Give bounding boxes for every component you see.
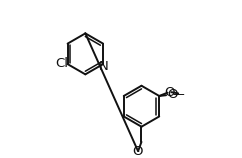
Text: N: N	[99, 60, 109, 73]
Text: O: O	[132, 145, 143, 158]
Text: —: —	[173, 88, 185, 101]
Text: O: O	[164, 86, 175, 99]
Text: O: O	[167, 88, 178, 101]
Text: Cl: Cl	[55, 57, 68, 70]
